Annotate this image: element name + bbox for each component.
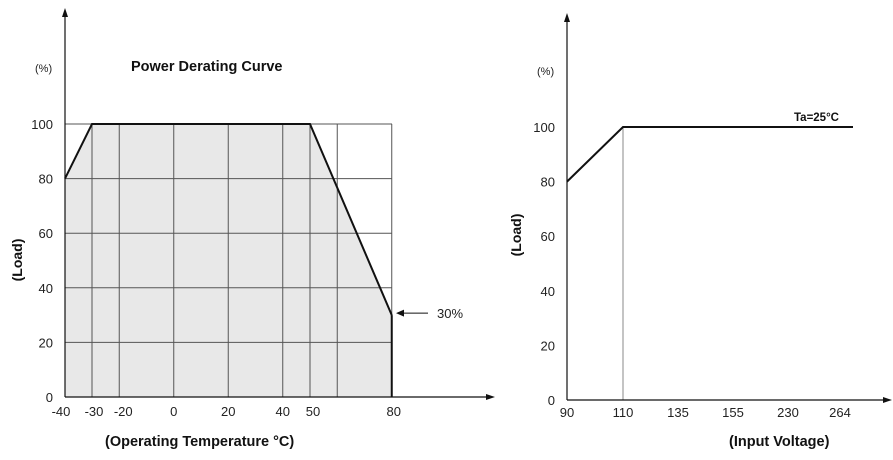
x-tick-label-2: 90 — [560, 405, 574, 420]
y-tick-label: 80 — [39, 172, 53, 187]
y-axis-label: (Load) — [9, 239, 25, 282]
y-tick-label: 100 — [31, 117, 53, 132]
x-tick-label-2: 230 — [777, 405, 799, 420]
x-tick-label: -20 — [114, 404, 133, 419]
y-unit-label-2: (%) — [537, 66, 554, 78]
x-tick-label: 40 — [276, 404, 290, 419]
y-tick-label: 40 — [39, 281, 53, 296]
x-axis-arrow — [486, 394, 495, 400]
temperature-derating-chart: -40 -30 -20 0 20 40 50 80 0 20 40 60 80 100 (%) Powe… — [9, 8, 495, 450]
x-tick-label: 20 — [221, 404, 235, 419]
y-tick-label-2: 20 — [541, 338, 555, 353]
y-tick-label-2: 100 — [533, 120, 555, 135]
annotation-label: 30% — [437, 306, 463, 321]
x-tick-label-2: 110 — [613, 405, 634, 420]
y-axis-arrow — [62, 8, 68, 17]
y-tick-label-2: 0 — [548, 393, 555, 408]
input-voltage-derating-chart: 90 110 135 155 230 264 0 20 40 60 80 100 (%) (Load… — [508, 13, 892, 450]
y-tick-label: 0 — [46, 390, 53, 405]
x-axis-label: (Operating Temperature °C) — [105, 434, 294, 450]
temperature-condition-label: Ta=25°C — [794, 112, 839, 124]
x-axis-label-2: (Input Voltage) — [729, 434, 830, 450]
y-tick-label: 60 — [39, 226, 53, 241]
x-tick-label-2: 264 — [829, 405, 851, 420]
y-unit-label: (%) — [35, 63, 52, 75]
load-curve — [566, 126, 853, 183]
chart-title: Power Derating Curve — [131, 59, 283, 75]
y-tick-label-2: 40 — [541, 284, 555, 299]
x-tick-label: -40 — [52, 404, 71, 419]
y-tick-label: 20 — [39, 335, 53, 350]
x-tick-label: 50 — [306, 404, 320, 419]
y-axis-label-2: (Load) — [508, 214, 524, 257]
x-tick-label-2: 135 — [667, 405, 689, 420]
x-tick-label-2: 155 — [722, 405, 744, 420]
y-tick-label-2: 80 — [541, 175, 555, 190]
x-tick-label: 0 — [170, 404, 177, 419]
annotation-arrowhead — [396, 309, 404, 317]
y-axis-arrow-2 — [564, 13, 570, 22]
x-axis-arrow-2 — [883, 397, 892, 403]
x-tick-label: 80 — [387, 404, 401, 419]
y-tick-label-2: 60 — [541, 229, 555, 244]
derating-curve — [64, 123, 393, 316]
x-tick-label: -30 — [85, 404, 104, 419]
